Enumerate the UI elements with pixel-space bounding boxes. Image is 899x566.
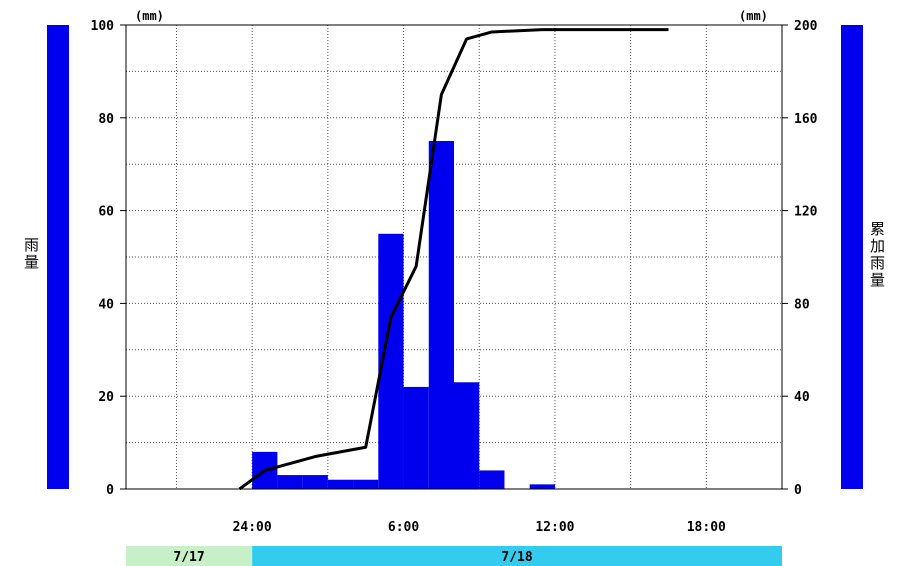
right-tick-label: 40	[794, 390, 810, 405]
rain-bar	[353, 479, 379, 489]
left-tick-label: 60	[98, 205, 114, 220]
rain-bar	[479, 470, 505, 489]
left-tick-label: 20	[98, 390, 114, 405]
left-side-bar	[47, 25, 69, 489]
right-tick-label: 160	[794, 112, 818, 127]
right-axis-label: 累加雨量	[870, 220, 885, 289]
right-tick-label: 200	[794, 19, 818, 34]
right-tick-label: 0	[794, 483, 802, 498]
left-tick-label: 80	[98, 112, 114, 127]
right-side-bar	[841, 25, 863, 489]
x-tick-label: 18:00	[687, 520, 726, 535]
right-unit-label: (mm)	[739, 9, 768, 23]
rain-bar	[277, 475, 303, 489]
rain-bar	[454, 382, 480, 489]
date-band	[126, 546, 253, 566]
date-label: 7/18	[501, 550, 532, 565]
left-axis-label: 雨量	[24, 236, 39, 271]
right-tick-label: 120	[794, 205, 818, 220]
left-tick-label: 40	[98, 297, 114, 312]
date-band	[252, 546, 783, 566]
x-tick-label: 6:00	[388, 520, 419, 535]
right-tick-label: 80	[794, 297, 810, 312]
rain-bar	[529, 484, 555, 489]
cumulative-rain-line	[238, 28, 669, 491]
rain-bar	[428, 141, 454, 489]
x-tick-label: 24:00	[233, 520, 272, 535]
x-tick-label: 12:00	[535, 520, 574, 535]
date-label: 7/17	[173, 550, 204, 565]
left-tick-label: 0	[106, 483, 114, 498]
rain-bar	[403, 386, 429, 489]
rain-bar	[302, 475, 328, 489]
rain-bar	[327, 479, 354, 489]
left-unit-label: (mm)	[135, 9, 164, 23]
left-tick-label: 100	[91, 19, 115, 34]
